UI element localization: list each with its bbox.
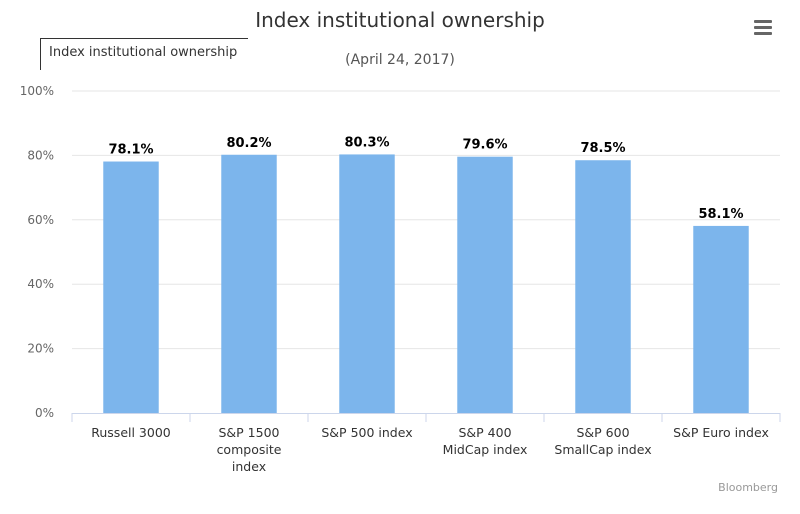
x-tick-label: Russell 3000 xyxy=(91,425,171,440)
chart-title: Index institutional ownership xyxy=(255,8,545,32)
y-tick-label: 0% xyxy=(35,406,54,420)
data-label: 78.5% xyxy=(580,141,625,156)
chart-subtitle: (April 24, 2017) xyxy=(345,52,455,68)
bar xyxy=(575,160,631,413)
x-tick-label: S&P 400 MidCap index xyxy=(443,425,528,457)
y-tick-label: 60% xyxy=(27,213,54,227)
y-tick-label: 100% xyxy=(20,84,54,98)
data-label: 78.1% xyxy=(108,143,153,158)
bar xyxy=(103,161,159,413)
hamburger-menu-icon[interactable] xyxy=(750,16,776,40)
legend-box xyxy=(40,38,248,70)
data-label: 80.2% xyxy=(226,136,271,151)
legend-item[interactable]: Index institutional ownership xyxy=(49,45,238,60)
bar xyxy=(221,154,277,414)
x-tick-label: S&P 1500 composite index xyxy=(217,425,282,474)
y-tick-label: 20% xyxy=(27,342,54,356)
x-tick-label: S&P 600 SmallCap index xyxy=(554,425,651,457)
bar xyxy=(457,156,513,414)
data-label: 80.3% xyxy=(344,135,389,150)
data-label: 79.6% xyxy=(462,138,507,153)
bar xyxy=(693,225,749,413)
x-tick-label: S&P Euro index xyxy=(673,425,769,440)
chart-credit[interactable]: Bloomberg xyxy=(718,481,778,494)
x-tick-label: S&P 500 index xyxy=(321,425,412,440)
bar xyxy=(339,154,395,413)
data-label: 58.1% xyxy=(698,207,743,222)
y-tick-label: 40% xyxy=(27,277,54,291)
y-tick-label: 80% xyxy=(27,148,54,162)
